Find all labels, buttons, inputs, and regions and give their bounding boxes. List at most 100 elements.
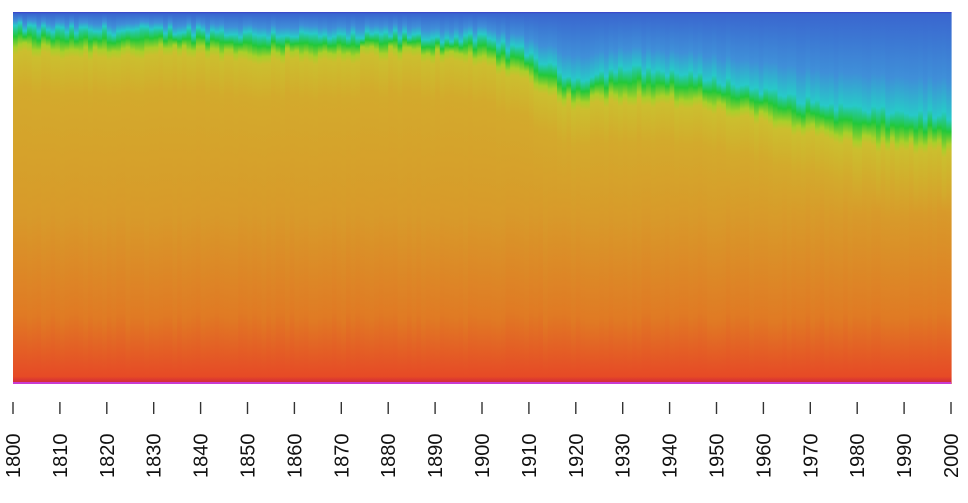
heatmap-column — [791, 12, 797, 384]
heatmap-column — [941, 12, 947, 384]
heatmap-column — [275, 12, 281, 384]
heatmap-column — [904, 12, 910, 384]
heatmap-column — [557, 12, 563, 384]
heatmap-column — [360, 12, 366, 384]
heatmap-column — [73, 12, 80, 384]
heatmap-column — [425, 12, 432, 384]
heatmap-column — [369, 12, 375, 384]
heatmap-column — [92, 12, 99, 384]
heatmap-column — [664, 12, 671, 384]
x-tick-label: 1930 — [613, 434, 635, 479]
heatmap-column — [632, 12, 638, 384]
heatmap-column — [64, 12, 70, 384]
heatmap-column — [524, 12, 530, 384]
heatmap-column — [172, 12, 178, 384]
heatmap-column — [406, 12, 413, 384]
x-tick-label: 1860 — [284, 434, 306, 479]
heatmap-column — [936, 12, 943, 384]
heatmap-column — [519, 12, 525, 384]
x-tick-label: 1920 — [566, 434, 588, 479]
heatmap-column — [55, 12, 61, 384]
heatmap-column — [238, 12, 244, 384]
heatmap-column — [411, 12, 417, 384]
heatmap-column — [195, 12, 202, 384]
heatmap-column — [594, 12, 600, 384]
heatmap-column — [538, 12, 544, 384]
heatmap-column — [932, 12, 938, 384]
heatmap-column — [134, 12, 141, 384]
heatmap-column — [177, 12, 183, 384]
heatmap-column — [336, 12, 342, 384]
heatmap-column — [603, 12, 610, 384]
heatmap-column — [777, 12, 783, 384]
plot-area — [13, 12, 952, 384]
heatmap-column — [247, 12, 253, 384]
heatmap-column — [486, 12, 492, 384]
heatmap-column — [102, 12, 108, 384]
heatmap-column — [946, 12, 952, 384]
heatmap-column — [27, 12, 33, 384]
heatmap-column — [805, 12, 811, 384]
heatmap-column — [575, 12, 582, 384]
heatmap-column — [496, 12, 502, 384]
heatmap-column — [510, 12, 516, 384]
heatmap-column — [125, 12, 131, 384]
heatmap-column — [350, 12, 356, 384]
x-tick-label: 1950 — [707, 434, 729, 479]
heatmap-column — [707, 12, 713, 384]
heatmap-column — [650, 12, 657, 384]
heatmap-column — [800, 12, 807, 384]
heatmap-column — [22, 12, 28, 384]
heatmap-column — [796, 12, 802, 384]
heatmap-column — [289, 12, 295, 384]
heatmap-column — [589, 12, 596, 384]
heatmap-column — [505, 12, 511, 384]
x-tick-label: 1940 — [660, 434, 682, 479]
heatmap-column — [191, 12, 197, 384]
heatmap-column — [754, 12, 760, 384]
heatmap-column — [810, 12, 816, 384]
heatmap-column — [542, 12, 549, 384]
heatmap-column — [922, 12, 929, 384]
heatmap-column — [622, 12, 628, 384]
heatmap-column — [749, 12, 755, 384]
heatmap-column — [463, 12, 469, 384]
heatmap-column — [913, 12, 919, 384]
heatmap-column — [88, 12, 94, 384]
heatmap-column — [819, 12, 825, 384]
heatmap-column — [739, 12, 746, 384]
heatmap-column — [566, 12, 572, 384]
heatmap-column — [866, 12, 872, 384]
heatmap-column — [674, 12, 680, 384]
heatmap-column — [50, 12, 56, 384]
heatmap-column — [786, 12, 793, 384]
heatmap-column — [285, 12, 291, 384]
heatmap-column — [472, 12, 478, 384]
heatmap-column — [500, 12, 507, 384]
x-tick-label: 1880 — [378, 434, 400, 479]
heatmap-column — [528, 12, 535, 384]
heatmap-column — [280, 12, 286, 384]
heatmap-column — [327, 12, 333, 384]
heatmap-column — [772, 12, 779, 384]
heatmap-column — [814, 12, 821, 384]
heatmap-column — [552, 12, 558, 384]
heatmap-column — [313, 12, 319, 384]
heatmap-column — [397, 12, 403, 384]
x-tick-label: 1870 — [331, 434, 353, 479]
heatmap-column — [768, 12, 774, 384]
heatmap-column — [31, 12, 38, 384]
heatmap-column — [847, 12, 854, 384]
x-tick-label: 2000 — [941, 434, 963, 479]
x-tick-label: 1900 — [472, 434, 494, 479]
x-tick-label: 1830 — [144, 434, 166, 479]
heatmap-column — [885, 12, 891, 384]
heatmap-column — [266, 12, 272, 384]
heatmap-column — [374, 12, 380, 384]
x-tick-label: 1850 — [238, 434, 260, 479]
heatmap-column — [163, 12, 169, 384]
heatmap-column — [181, 12, 188, 384]
heatmap-column — [678, 12, 685, 384]
heatmap-column — [829, 12, 835, 384]
